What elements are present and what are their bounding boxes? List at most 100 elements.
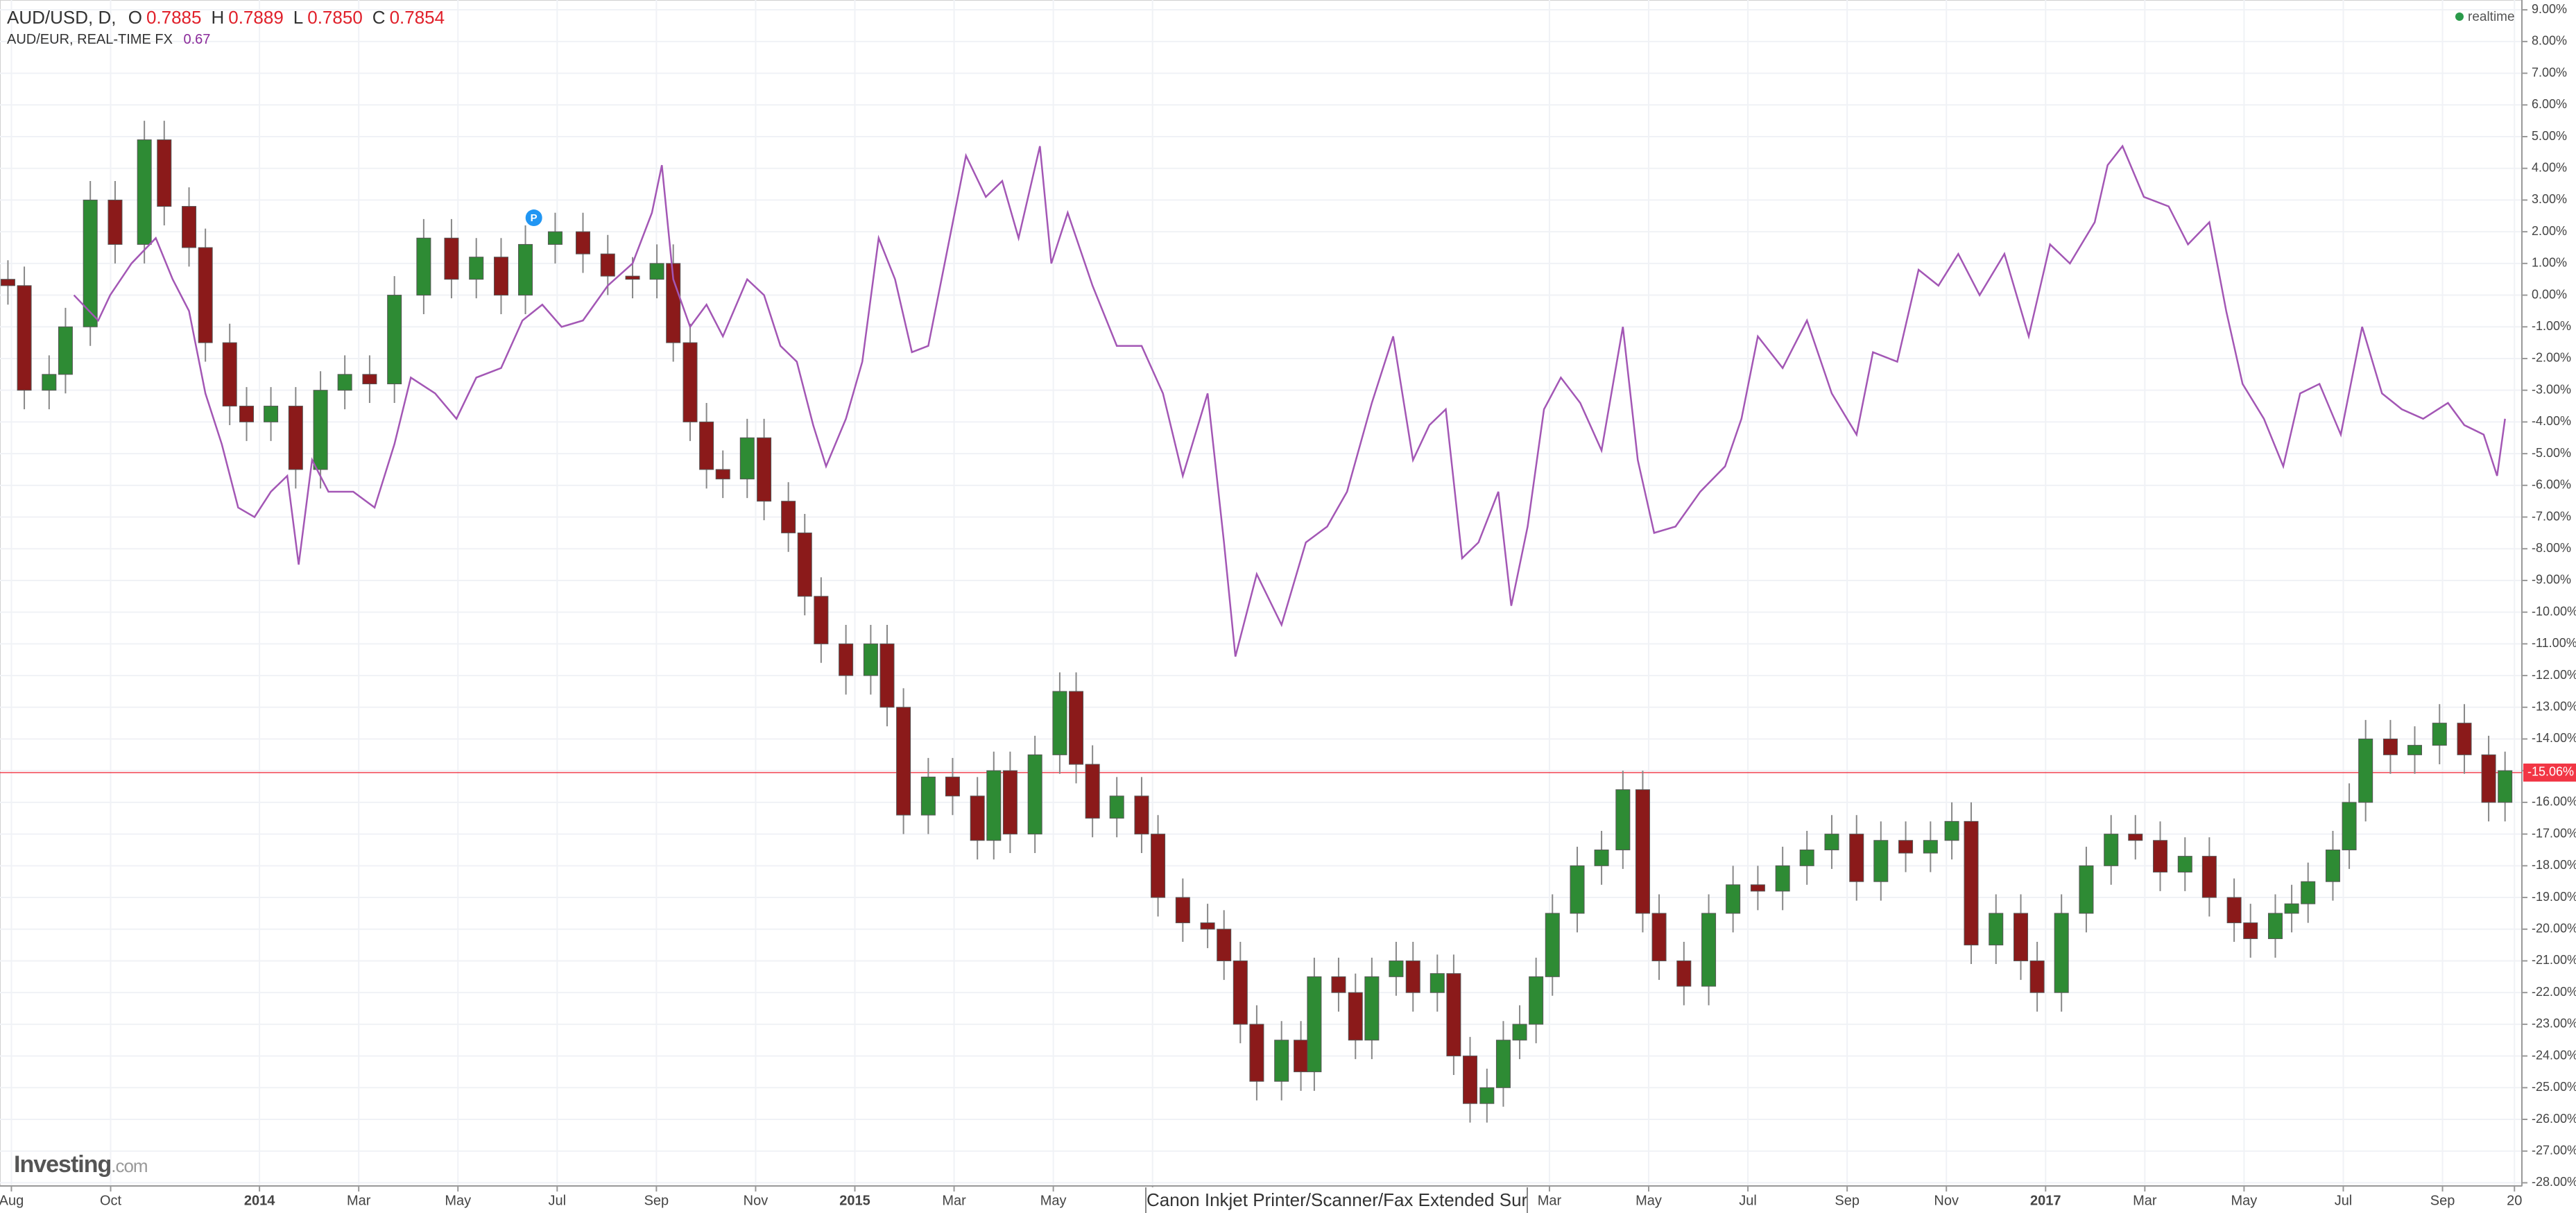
y-tick-label: -6.00% xyxy=(2532,478,2571,492)
x-tick-label: Mar xyxy=(2133,1193,2157,1208)
candle-body xyxy=(1495,1040,1511,1088)
candle-body xyxy=(625,275,640,280)
x-tick-label: Nov xyxy=(1934,1193,1959,1208)
candle-body xyxy=(1052,691,1067,755)
y-tick-label: 5.00% xyxy=(2532,129,2567,143)
x-tick-label: Mar xyxy=(942,1193,966,1208)
candle-body xyxy=(2054,913,2069,993)
x-tick-label: Sep xyxy=(2430,1193,2455,1208)
candle-body xyxy=(1085,764,1100,819)
y-tick-label: -8.00% xyxy=(2532,541,2571,555)
candle-body xyxy=(518,243,533,296)
candle-body xyxy=(920,776,936,816)
candle-body xyxy=(600,253,615,277)
candle-body xyxy=(288,406,303,470)
candle-body xyxy=(1635,789,1650,914)
ohlc-key: C xyxy=(372,7,386,28)
candle-body xyxy=(17,285,32,391)
status: realtime xyxy=(2455,10,2515,25)
candle-body xyxy=(2243,922,2258,939)
y-tick-label: -7.00% xyxy=(2532,509,2571,523)
candle-body xyxy=(2382,738,2398,755)
candle-body xyxy=(137,139,152,245)
ohlc-value: 0.7889 xyxy=(228,7,284,28)
ad-banner[interactable]: Canon Inkjet Printer/Scanner/Fax Extende… xyxy=(1145,1187,1528,1213)
candle-body xyxy=(239,406,255,422)
compare-value: 0.67 xyxy=(183,32,211,47)
candle-body xyxy=(337,374,352,391)
y-tick-label: -18.00% xyxy=(2532,858,2576,872)
candle-body xyxy=(198,247,213,343)
x-tick-label: May xyxy=(2231,1193,2258,1208)
y-tick-label: -22.00% xyxy=(2532,985,2576,999)
candle-body xyxy=(1151,834,1166,898)
y-tick-label: -20.00% xyxy=(2532,922,2576,936)
candle-body xyxy=(2104,834,2119,866)
candle-body xyxy=(362,374,377,385)
candle-body xyxy=(2301,881,2316,904)
candle-body xyxy=(1529,976,1544,1025)
candle-body xyxy=(157,139,172,207)
candle-body xyxy=(896,707,911,816)
candle-body xyxy=(1249,1024,1264,1082)
candle-body xyxy=(2342,802,2357,850)
symbol: AUD/USD, D, xyxy=(7,7,117,28)
y-tick-label: -11.00% xyxy=(2532,636,2576,650)
candle-body xyxy=(313,390,328,470)
candle-body xyxy=(863,643,878,676)
candle-body xyxy=(576,231,591,255)
x-tick-label: Jul xyxy=(549,1193,567,1208)
event-marker xyxy=(525,209,542,227)
candle-body xyxy=(1701,913,1717,987)
price-label-bg xyxy=(2523,763,2576,782)
candle-body xyxy=(1294,1040,1309,1072)
candle-body xyxy=(2358,738,2373,803)
candle-body xyxy=(666,263,681,343)
ohlc-key: H xyxy=(211,7,225,28)
y-tick-label: -25.00% xyxy=(2532,1080,2576,1094)
candle-body xyxy=(2284,903,2299,914)
candle-body xyxy=(1069,691,1084,765)
candle-body xyxy=(1799,849,1814,866)
candle-body xyxy=(108,199,123,245)
candle-body xyxy=(1923,840,1938,854)
y-tick-label: -14.00% xyxy=(2532,731,2576,745)
candle-body xyxy=(1274,1040,1289,1082)
candle-body xyxy=(986,770,1002,841)
candle-body xyxy=(1512,1024,1527,1041)
candle-body xyxy=(1002,770,1017,835)
candle-body xyxy=(1775,865,1790,892)
candle-body xyxy=(1446,973,1461,1057)
x-tick-label: May xyxy=(1635,1193,1662,1208)
logo: Investing.com xyxy=(14,1151,148,1178)
y-tick-label: 4.00% xyxy=(2532,160,2567,174)
x-tick-label: Jul xyxy=(2335,1193,2353,1208)
y-tick-label: -13.00% xyxy=(2532,700,2576,714)
x-tick-label: May xyxy=(1040,1193,1067,1208)
candle-body xyxy=(1898,840,1914,854)
ohlc-key: O xyxy=(128,7,142,28)
candle-body xyxy=(1200,922,1215,930)
x-tick-label: Aug xyxy=(0,1193,24,1208)
candle-body xyxy=(1676,960,1692,987)
compare-symbol: AUD/EUR, REAL-TIME FX xyxy=(7,32,173,47)
candle-body xyxy=(2128,834,2143,841)
plot-area xyxy=(0,0,2523,1187)
y-tick-label: -17.00% xyxy=(2532,826,2576,840)
y-tick-label: -1.00% xyxy=(2532,319,2571,333)
x-tick-label: 2017 xyxy=(2030,1193,2061,1208)
candle-body xyxy=(547,231,563,245)
x-tick-label: Mar xyxy=(347,1193,371,1208)
x-tick-label: 2014 xyxy=(244,1193,275,1208)
y-tick-label: -4.00% xyxy=(2532,414,2571,428)
candle-body xyxy=(1134,795,1149,835)
y-tick-label: 2.00% xyxy=(2532,224,2567,238)
y-tick-label: 6.00% xyxy=(2532,97,2567,111)
candle-body xyxy=(2226,897,2242,924)
candle-body xyxy=(1873,840,1889,882)
candle-body xyxy=(1944,820,1959,841)
candle-body xyxy=(1348,992,1363,1041)
ohlc-key: L xyxy=(293,7,304,28)
